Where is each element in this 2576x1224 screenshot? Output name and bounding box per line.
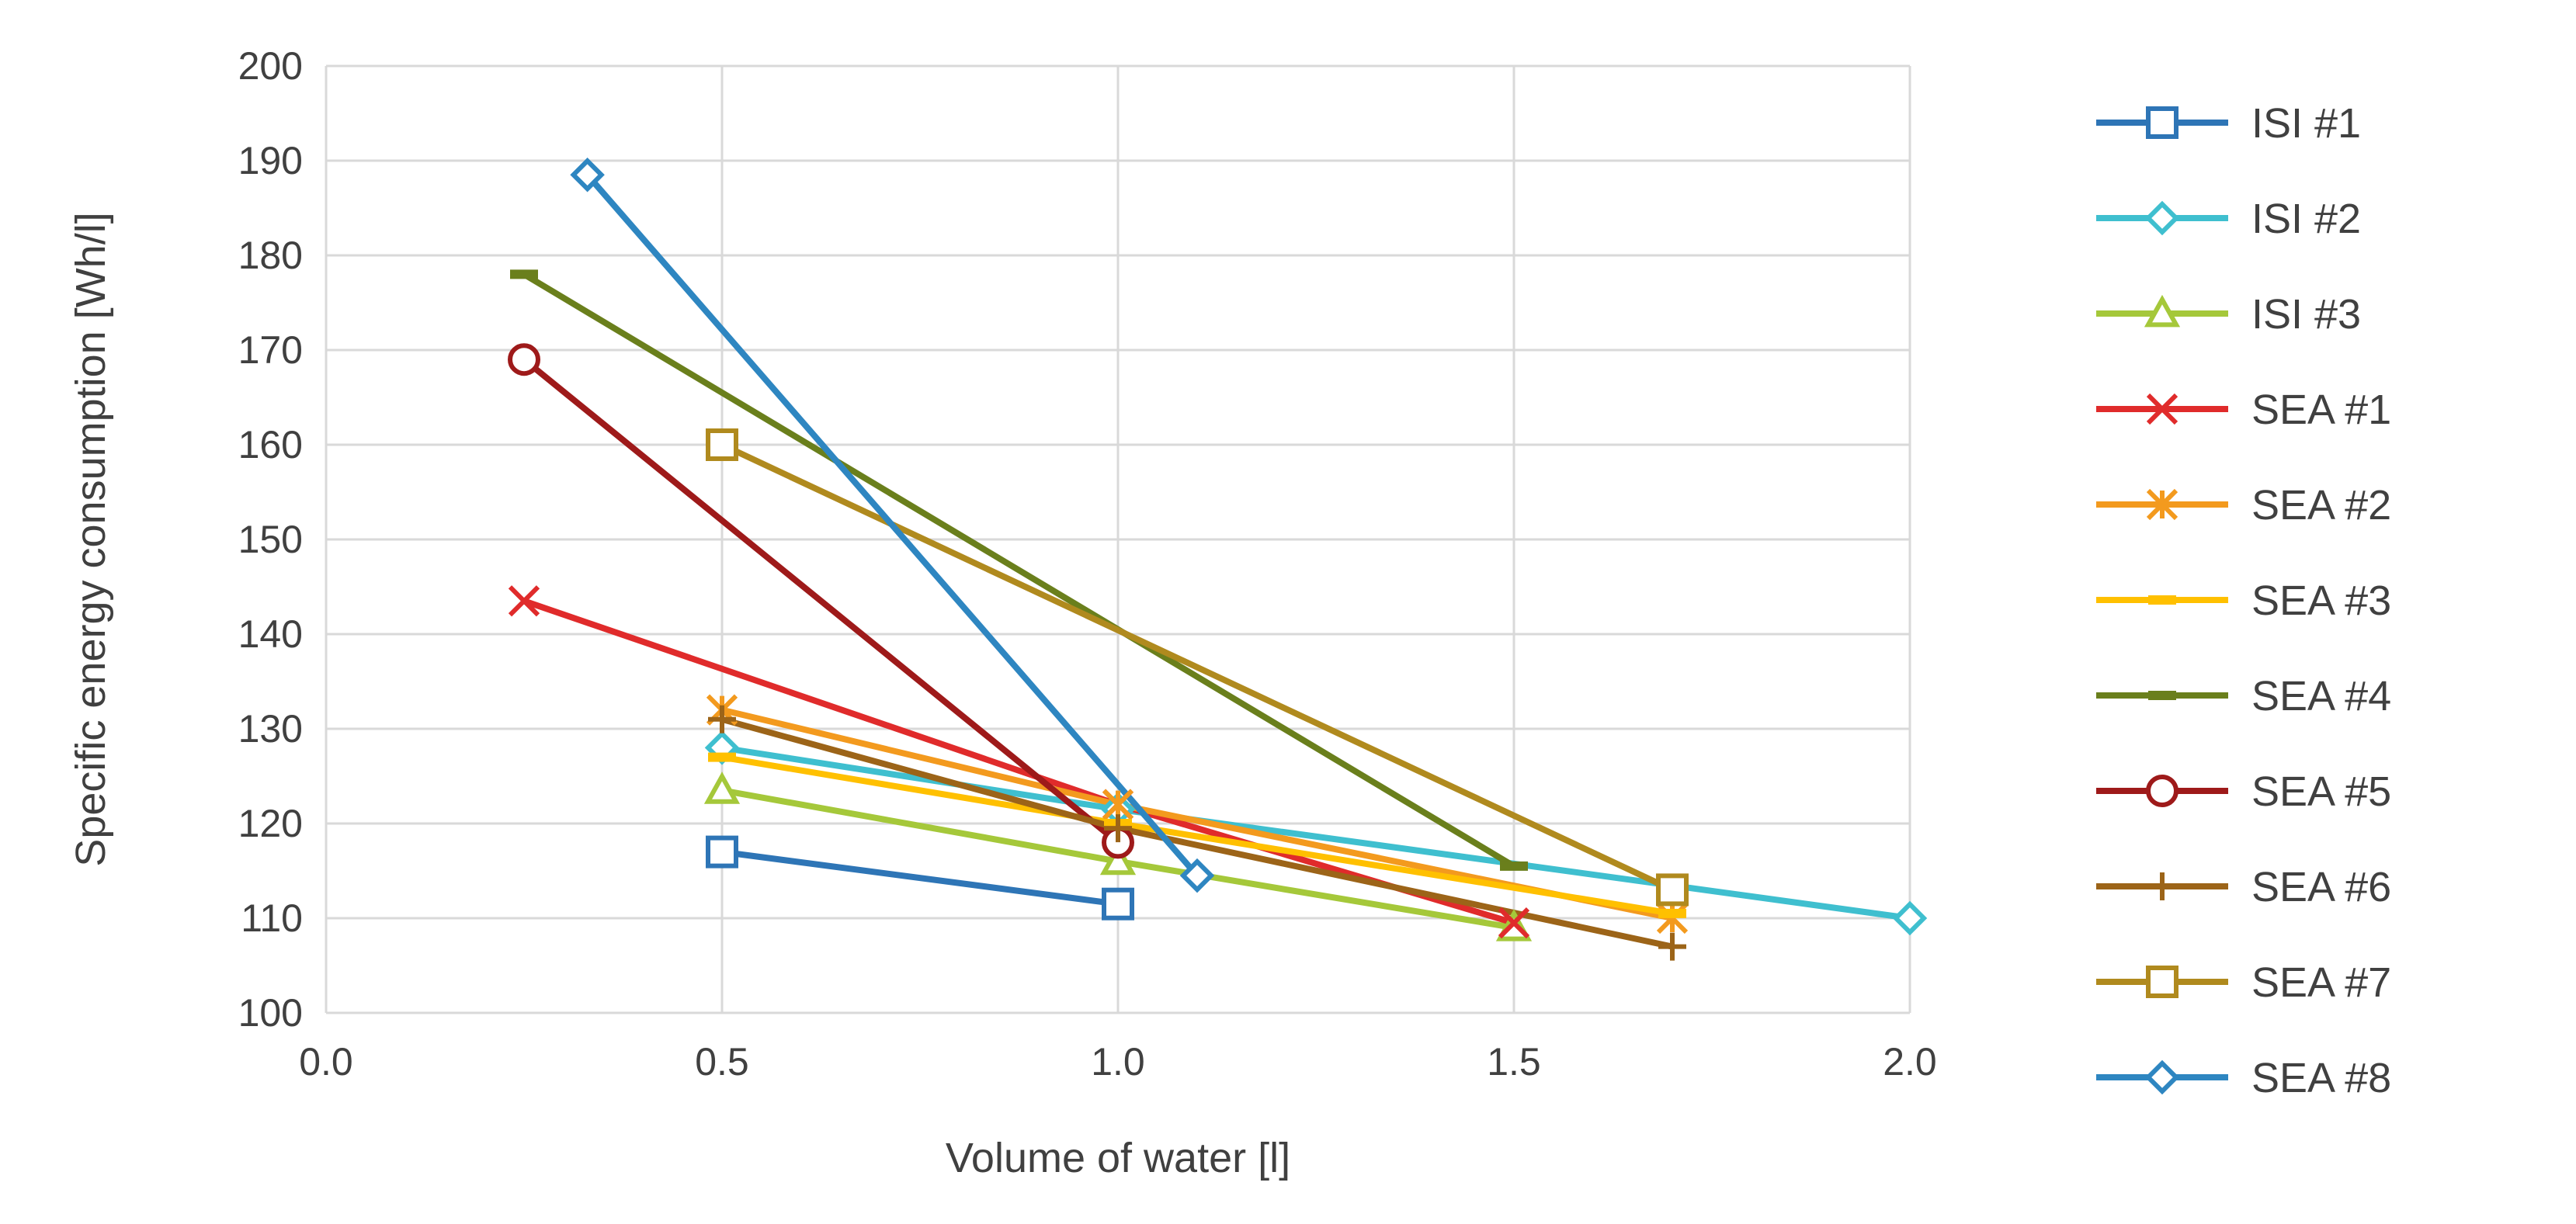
legend-label: ISI #3	[2251, 291, 2361, 338]
y-tick-label: 170	[238, 328, 303, 372]
data-point-marker	[706, 428, 738, 461]
legend-item: SEA #2	[2096, 482, 2391, 529]
legend-label: SEA #5	[2251, 768, 2391, 815]
y-tick-label: 140	[238, 612, 303, 656]
legend-marker	[2146, 966, 2178, 998]
data-point-marker	[508, 585, 540, 617]
data-point-marker	[1179, 858, 1215, 893]
data-point-marker	[1658, 932, 1686, 961]
legend-marker	[2146, 775, 2178, 807]
data-point-marker	[1658, 908, 1686, 918]
data-point-marker	[1892, 900, 1928, 936]
legend-item: ISI #2	[2096, 196, 2361, 242]
data-point-marker	[510, 269, 538, 279]
y-tick-label: 150	[238, 518, 303, 561]
data-point-marker	[703, 772, 741, 804]
series-line-sea-7	[720, 442, 1674, 893]
y-tick-label: 190	[238, 139, 303, 182]
legend-marker	[2144, 1059, 2180, 1095]
legend-marker	[2146, 488, 2178, 521]
legend-marker	[2148, 595, 2176, 605]
legend-item: SEA #3	[2096, 577, 2391, 624]
data-point-marker	[570, 158, 605, 192]
x-tick-label: 1.5	[1487, 1040, 1541, 1084]
legend-marker	[2148, 691, 2176, 700]
data-point-marker	[708, 705, 736, 733]
data-point-marker	[706, 835, 738, 869]
data-point-marker	[1102, 789, 1134, 820]
legend: ISI #1 ISI #2 ISI #3 SEA #1 SEA #2 SEA #3 SEA …	[2096, 100, 2391, 1101]
legend-label: SEA #6	[2251, 864, 2391, 910]
data-point-marker	[708, 752, 736, 762]
y-tick-label: 110	[241, 896, 303, 940]
legend-label: SEA #7	[2251, 959, 2391, 1006]
x-tick-label: 0.5	[695, 1040, 749, 1084]
legend-item: SEA #4	[2096, 673, 2391, 719]
legend-label: SEA #4	[2251, 673, 2391, 719]
x-tick-label: 0.0	[299, 1040, 353, 1084]
legend-label: ISI #1	[2251, 100, 2361, 147]
legend-item: SEA #1	[2096, 387, 2391, 433]
legend-item: ISI #1	[2096, 100, 2361, 147]
legend-marker	[2144, 294, 2181, 328]
legend-item: SEA #8	[2096, 1055, 2391, 1101]
legend-label: SEA #1	[2251, 387, 2391, 433]
series-line-sea-8	[585, 172, 1200, 878]
legend-item: SEA #6	[2096, 864, 2391, 910]
y-axis-title: Specific energy consumption [Wh/l]	[68, 212, 114, 866]
legend-item: ISI #3	[2096, 291, 2361, 338]
legend-item: SEA #5	[2096, 768, 2391, 815]
legend-marker	[2146, 393, 2178, 425]
legend-label: SEA #2	[2251, 482, 2391, 529]
data-point-marker	[508, 343, 540, 376]
data-point-marker	[1102, 887, 1134, 921]
y-tick-label: 130	[238, 707, 303, 751]
data-point-marker	[1500, 861, 1528, 871]
x-tick-label: 1.0	[1091, 1040, 1145, 1084]
data-point-marker	[1099, 842, 1137, 876]
y-tick-label: 200	[238, 44, 303, 88]
legend-marker	[2144, 200, 2180, 236]
y-tick-label: 180	[238, 234, 303, 277]
series-line-isi-1	[721, 848, 1119, 907]
data-point-marker	[1104, 814, 1132, 843]
y-tick-label: 100	[238, 991, 303, 1035]
x-axis-title: Volume of water [l]	[946, 1135, 1290, 1181]
series-line-sea-5	[522, 357, 1120, 845]
legend-label: SEA #8	[2251, 1055, 2391, 1101]
data-point-marker	[1498, 907, 1530, 939]
y-tick-label: 160	[238, 423, 303, 466]
legend-label: ISI #2	[2251, 196, 2361, 242]
legend-label: SEA #3	[2251, 577, 2391, 624]
series-line-sea-4	[522, 271, 1516, 869]
x-tick-label: 2.0	[1883, 1040, 1937, 1084]
legend-marker	[2146, 106, 2178, 139]
legend-marker	[2148, 872, 2176, 900]
data-point-marker	[1656, 873, 1689, 907]
y-tick-label: 120	[238, 802, 303, 845]
legend-item: SEA #7	[2096, 959, 2391, 1006]
